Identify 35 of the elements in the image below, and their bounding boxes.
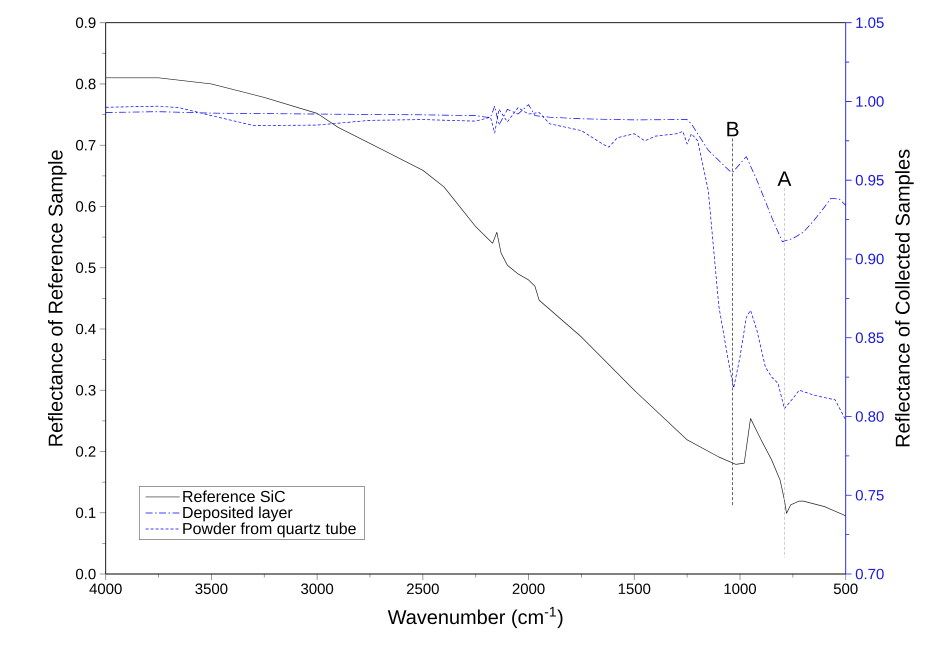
x-tick-label: 1500 (618, 583, 650, 594)
x-axis-title: Wavenumber (cm$^{-1}$) (388, 606, 562, 628)
y2-tick-label: 1.05 (856, 17, 884, 28)
legend-label: Deposited layer (183, 506, 292, 522)
y2-tick-label: 0.85 (856, 332, 884, 344)
y-tick-label: 0.5 (76, 262, 96, 274)
y-tick-label: 0.3 (76, 384, 96, 396)
ref-line-label: A (777, 172, 792, 186)
y-axis-title: Reflectance of Reference Sample (48, 150, 67, 446)
x-tick-label: 4000 (89, 583, 122, 594)
y2-tick-label: 1.00 (856, 96, 884, 107)
ref-line-label: B (727, 122, 738, 136)
y-tick-label: 0.7 (76, 140, 96, 150)
y2-axis-title: Reflectance of Collected Samples (895, 150, 914, 446)
x-tick-label: 2000 (512, 583, 545, 594)
y-tick-label: 0.4 (76, 324, 96, 334)
y-tick-label: 0.0 (76, 568, 96, 580)
legend-label: Powder from quartz tube (183, 522, 356, 538)
x-tick-label: 1000 (724, 583, 756, 594)
y-tick-label: 0.6 (76, 201, 96, 212)
y-tick-label: 0.1 (76, 507, 96, 518)
y-tick-label: 0.8 (76, 78, 96, 90)
y2-tick-label: 0.75 (856, 490, 884, 501)
y2-tick-label: 0.95 (856, 174, 884, 186)
line-series (105, 106, 846, 420)
y-tick-label: 0.2 (76, 446, 96, 457)
x-tick-label: 500 (834, 583, 858, 594)
y-tick-label: 0.9 (76, 17, 96, 28)
y2-tick-label: 0.90 (856, 254, 884, 264)
x-tick-label: 3000 (301, 583, 334, 594)
x-tick-label: 3500 (195, 583, 228, 594)
x-tick-label: 2500 (406, 583, 439, 594)
y2-tick-label: 0.70 (856, 568, 884, 580)
y2-tick-label: 0.80 (856, 411, 884, 422)
legend-label: Reference SiC (183, 490, 285, 502)
